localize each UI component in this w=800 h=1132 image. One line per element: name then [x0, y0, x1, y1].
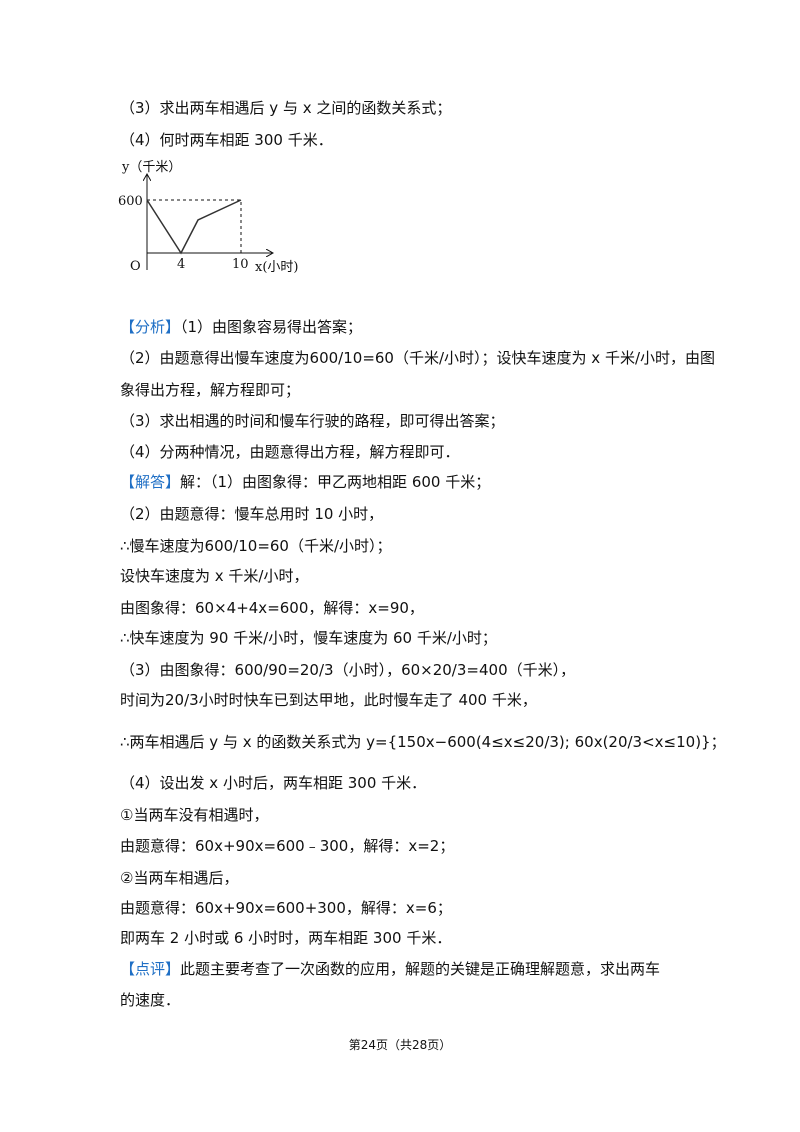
- origin-label: O: [130, 259, 141, 274]
- text-line: （3）求出相遇的时间和慢车行驶的路程，即可得出答案；: [120, 411, 505, 431]
- text-line: （4）何时两车相距 300 千米．: [120, 131, 333, 149]
- text-line: ∴两车相遇后 y 与 x 的函数关系式为 y={150x−600(4≤x≤20/…: [120, 732, 726, 752]
- line-text: 设快车速度为 x 千米/小时，: [120, 567, 309, 585]
- figure: y（千米） 600 O 4 10 x(小时): [118, 160, 298, 275]
- text-line: 设快车速度为 x 千米/小时，: [120, 566, 308, 586]
- tick-label: 10: [232, 257, 249, 272]
- line-text: （2）由题意得出慢车速度为600/10=60（千米/小时）；设快车速度为 x 千…: [120, 349, 715, 367]
- text-line: 【点评】此题主要考查了一次函数的应用，解题的关键是正确理解题意，求出两车: [120, 959, 660, 979]
- text-line: 时间为20/3小时时快车已到达甲地，此时慢车走了 400 千米，: [120, 690, 537, 710]
- line-text: 由题意得：60x+90x=600﹣300，解得：x=2；: [120, 837, 455, 855]
- text-line: （4）设出发 x 小时后，两车相距 300 千米．: [120, 773, 426, 793]
- tick-label: 4: [177, 257, 185, 272]
- text-line: 【解答】解：（1）由图象得：甲乙两地相距 600 千米；: [120, 472, 490, 492]
- line-text: 此题主要考查了一次函数的应用，解题的关键是正确理解题意，求出两车: [180, 960, 661, 978]
- section-label: 【解答】: [120, 473, 181, 491]
- text-line: ∴慢车速度为600/10=60（千米/小时）；: [120, 536, 392, 556]
- line-text: （4）分两种情况，由题意得出方程，解方程即可．: [120, 443, 460, 461]
- line-text: 即两车 2 小时或 6 小时时，两车相距 300 千米．: [120, 929, 452, 947]
- text-line: （2）由题意得出慢车速度为600/10=60（千米/小时）；设快车速度为 x 千…: [120, 348, 715, 368]
- text-line: （4）分两种情况，由题意得出方程，解方程即可．: [120, 442, 460, 462]
- line-text: ①当两车没有相遇时，: [120, 806, 269, 824]
- text-line: （3）由图象得：600/90=20/3（小时），60×20/3=400（千米），: [120, 660, 575, 680]
- line-text: 的速度．: [120, 991, 181, 1009]
- line-text: ②当两车相遇后，: [120, 869, 239, 887]
- line-text: ∴慢车速度为600/10=60（千米/小时）；: [120, 537, 392, 555]
- text-line: （3）求出两车相遇后 y 与 x 之间的函数关系式；: [120, 99, 452, 117]
- text-line: 由题意得：60x+90x=600+300，解得：x=6；: [120, 898, 452, 918]
- text-line: 由题意得：60x+90x=600﹣300，解得：x=2；: [120, 836, 454, 856]
- line-text: （3）求出相遇的时间和慢车行驶的路程，即可得出答案；: [120, 412, 505, 430]
- line-text: 象得出方程，解方程即可；: [120, 381, 301, 399]
- line-text: 由图象得：60×4+4x=600，解得：x=90，: [120, 599, 424, 617]
- tick-label: 600: [118, 194, 143, 209]
- guide-line: [147, 199, 242, 253]
- line-text: ∴快车速度为 90 千米/小时，慢车速度为 60 千米/小时；: [120, 629, 497, 647]
- text-line: ①当两车没有相遇时，: [120, 805, 268, 825]
- line-text: 由题意得：60x+90x=600+300，解得：x=6；: [120, 899, 452, 917]
- text-line: 即两车 2 小时或 6 小时时，两车相距 300 千米．: [120, 928, 451, 948]
- line-text: （1）由图象容易得出答案；: [180, 318, 363, 336]
- axis-label: x(小时): [255, 260, 298, 275]
- text-line: （2）由题意得：慢车总用时 10 小时，: [120, 504, 383, 524]
- section-label: 【点评】: [120, 960, 181, 978]
- section-label: 【分析】: [120, 318, 181, 336]
- text-line: 由图象得：60×4+4x=600，解得：x=90，: [120, 598, 424, 618]
- graph-line: [146, 199, 242, 255]
- line-text: ∴两车相遇后 y 与 x 的函数关系式为 y={150x−600(4≤x≤20/…: [120, 733, 726, 751]
- text-line: 【分析】（1）由图象容易得出答案；: [120, 317, 362, 337]
- line-text: （2）由题意得：慢车总用时 10 小时，: [120, 505, 384, 523]
- line-text: （3）由图象得：600/90=20/3（小时），60×20/3=400（千米），: [120, 661, 576, 679]
- text-line: 象得出方程，解方程即可；: [120, 380, 300, 400]
- axis-label: y（千米）: [121, 160, 181, 175]
- text-line: ②当两车相遇后，: [120, 868, 238, 888]
- line-text: 解：（1）由图象得：甲乙两地相距 600 千米；: [180, 473, 491, 491]
- page-footer: 第24页（共28页）: [348, 1038, 452, 1052]
- text-line: 的速度．: [120, 990, 180, 1010]
- text-line: ∴快车速度为 90 千米/小时，慢车速度为 60 千米/小时；: [120, 628, 497, 648]
- line-text: （4）设出发 x 小时后，两车相距 300 千米．: [120, 774, 427, 792]
- line-text: 时间为20/3小时时快车已到达甲地，此时慢车走了 400 千米，: [120, 691, 537, 709]
